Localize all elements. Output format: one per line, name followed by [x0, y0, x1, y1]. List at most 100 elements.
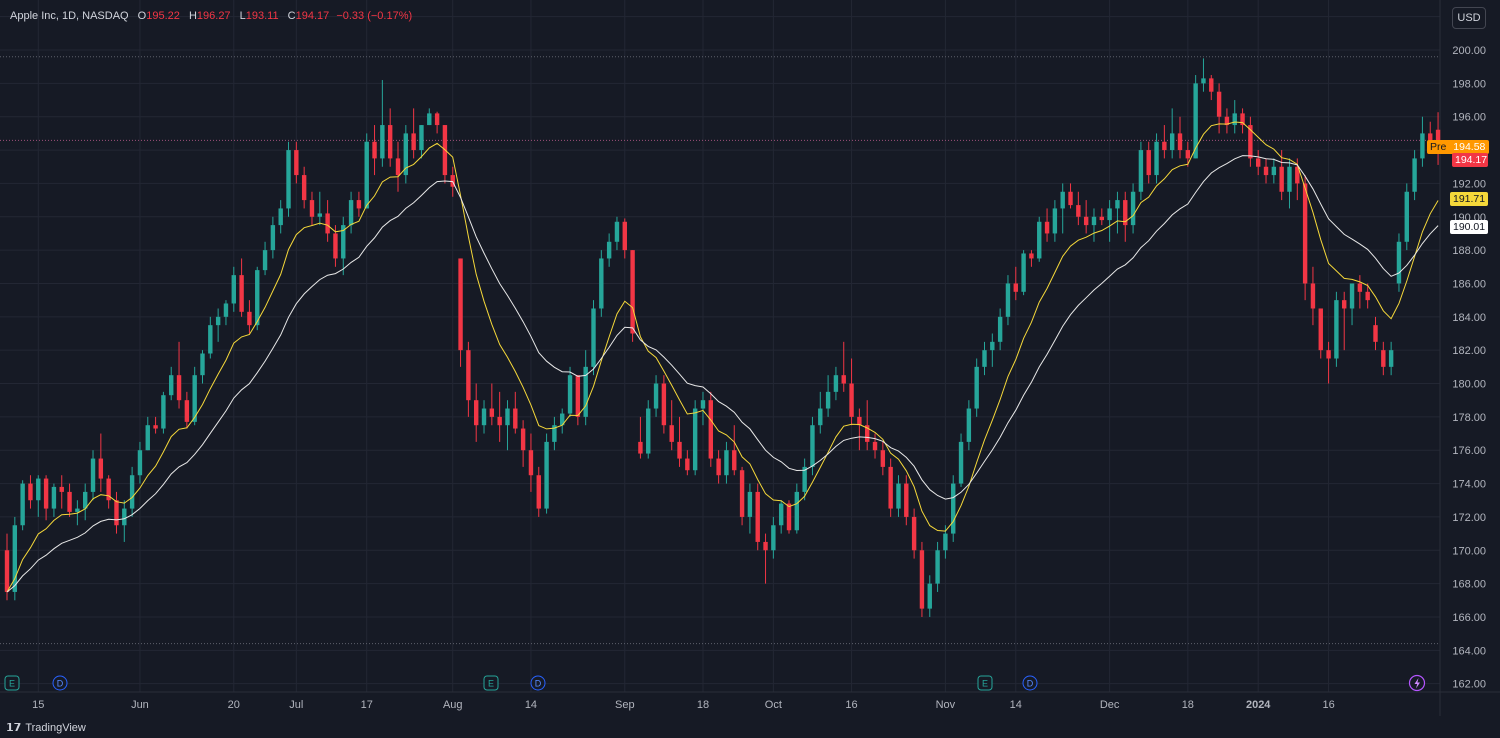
currency-button[interactable]: USD [1452, 7, 1486, 29]
candle-body [685, 458, 690, 471]
candle-body [1302, 183, 1308, 284]
change-value: −0.33 (−0.17%) [336, 10, 413, 22]
candle [1021, 250, 1026, 296]
candle-body [364, 141, 369, 209]
lightning-icon-bolt [1414, 678, 1420, 689]
candle [1381, 341, 1386, 376]
candle [20, 480, 25, 531]
candle [137, 441, 143, 484]
candle [1420, 116, 1425, 167]
candle [786, 500, 792, 534]
candle [348, 191, 354, 234]
candle [825, 375, 831, 417]
price-tick-label: 200.00 [1452, 45, 1486, 57]
candle-body [778, 503, 784, 526]
candle-body [1107, 208, 1112, 221]
candle-body [825, 391, 831, 409]
candle [90, 450, 96, 501]
candle [911, 508, 917, 559]
price-tick-label: 182.00 [1452, 345, 1486, 357]
candle [1271, 158, 1277, 184]
candle [1256, 150, 1261, 176]
candle [411, 108, 416, 159]
candle [481, 400, 487, 434]
candle [239, 258, 244, 317]
candle [184, 391, 190, 429]
candle-body [1076, 205, 1081, 217]
candlestick-series [4, 58, 1441, 617]
premarket-value: 194.58 [1453, 141, 1486, 153]
earnings-marker: E [483, 675, 499, 691]
time-axis[interactable]: 15 Jun 20 Jul 17 Aug 14 Sep 18 Oct 16 Nov 14 Dec 18 202… [32, 699, 1335, 711]
candle [1342, 291, 1347, 351]
dividend-marker-circle [52, 675, 68, 691]
tradingview-logo-icon: 𝟭𝟳 [6, 722, 22, 734]
candle-body [1240, 113, 1245, 126]
candle-body [552, 425, 557, 442]
candle [1287, 158, 1292, 209]
symbol-title[interactable]: Apple Inc, 1D, NASDAQ [10, 10, 129, 22]
candle [419, 125, 424, 159]
candle [646, 400, 651, 459]
candle-body [36, 478, 41, 501]
candle-body [732, 450, 737, 471]
candle [1404, 183, 1409, 251]
candle-body [997, 316, 1003, 342]
candle-body [231, 275, 236, 304]
candle-body [395, 158, 401, 176]
candle [520, 420, 526, 467]
candle-body [904, 483, 909, 517]
price-axis[interactable]: 162.00 164.00 166.00 168.00 170.00 172.00 174.… [1452, 12, 1486, 691]
open-value: 195.22 [146, 10, 180, 22]
time-tick-label: 17 [361, 699, 373, 711]
candle-body [1373, 325, 1378, 342]
candle-body [513, 408, 518, 429]
candle [1099, 208, 1104, 226]
candle [1162, 125, 1167, 159]
candle-body [1005, 283, 1011, 317]
moving-averages [6, 121, 1439, 593]
candle [1115, 191, 1120, 234]
candle-body [278, 208, 283, 226]
candle-body [528, 450, 534, 476]
candle [739, 466, 745, 526]
candle-body [614, 221, 620, 242]
low-label: L [239, 10, 246, 22]
candle-body [1091, 216, 1097, 226]
candle-body [294, 150, 299, 176]
candle-body [1357, 283, 1363, 292]
candle [1138, 141, 1144, 201]
candle-body [301, 175, 307, 201]
candle [114, 491, 119, 534]
candle [1302, 175, 1308, 301]
candle-body [192, 375, 197, 422]
candle [692, 400, 698, 476]
price-tick-label: 184.00 [1452, 312, 1486, 324]
candle [169, 366, 174, 401]
candle [700, 391, 706, 426]
candle [849, 358, 854, 426]
candle [1209, 75, 1214, 101]
candle-body [1318, 308, 1323, 351]
candle-body [700, 400, 706, 409]
candle-body [411, 133, 416, 151]
candle [685, 450, 690, 476]
candle [192, 366, 197, 426]
candle-body [974, 366, 979, 409]
candle-body [317, 213, 322, 217]
candle [161, 391, 166, 434]
candle-body [1154, 141, 1159, 176]
candle [818, 391, 823, 434]
time-tick-label: Aug [443, 699, 463, 711]
time-tick-label: Jun [131, 699, 149, 711]
candle [309, 191, 315, 226]
symbol-legend: Apple Inc, 1D, NASDAQ O195.22 H196.27 L1… [10, 10, 412, 22]
candle-body [1287, 166, 1292, 192]
candle-body [1209, 78, 1214, 92]
candle [763, 533, 768, 584]
candle [888, 458, 893, 517]
brand[interactable]: 𝟭𝟳 TradingView [6, 721, 86, 734]
candle [83, 483, 88, 521]
candle [747, 483, 753, 534]
